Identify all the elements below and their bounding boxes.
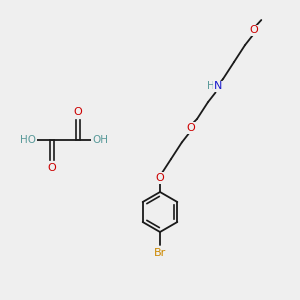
Text: O: O xyxy=(186,123,195,133)
Text: H: H xyxy=(207,82,214,92)
Text: OH: OH xyxy=(92,135,108,145)
Text: O: O xyxy=(156,173,164,183)
Text: O: O xyxy=(249,26,258,35)
Text: O: O xyxy=(48,163,56,173)
Text: N: N xyxy=(214,82,223,92)
Text: O: O xyxy=(74,107,82,117)
Text: Br: Br xyxy=(154,248,166,258)
Text: HO: HO xyxy=(20,135,36,145)
